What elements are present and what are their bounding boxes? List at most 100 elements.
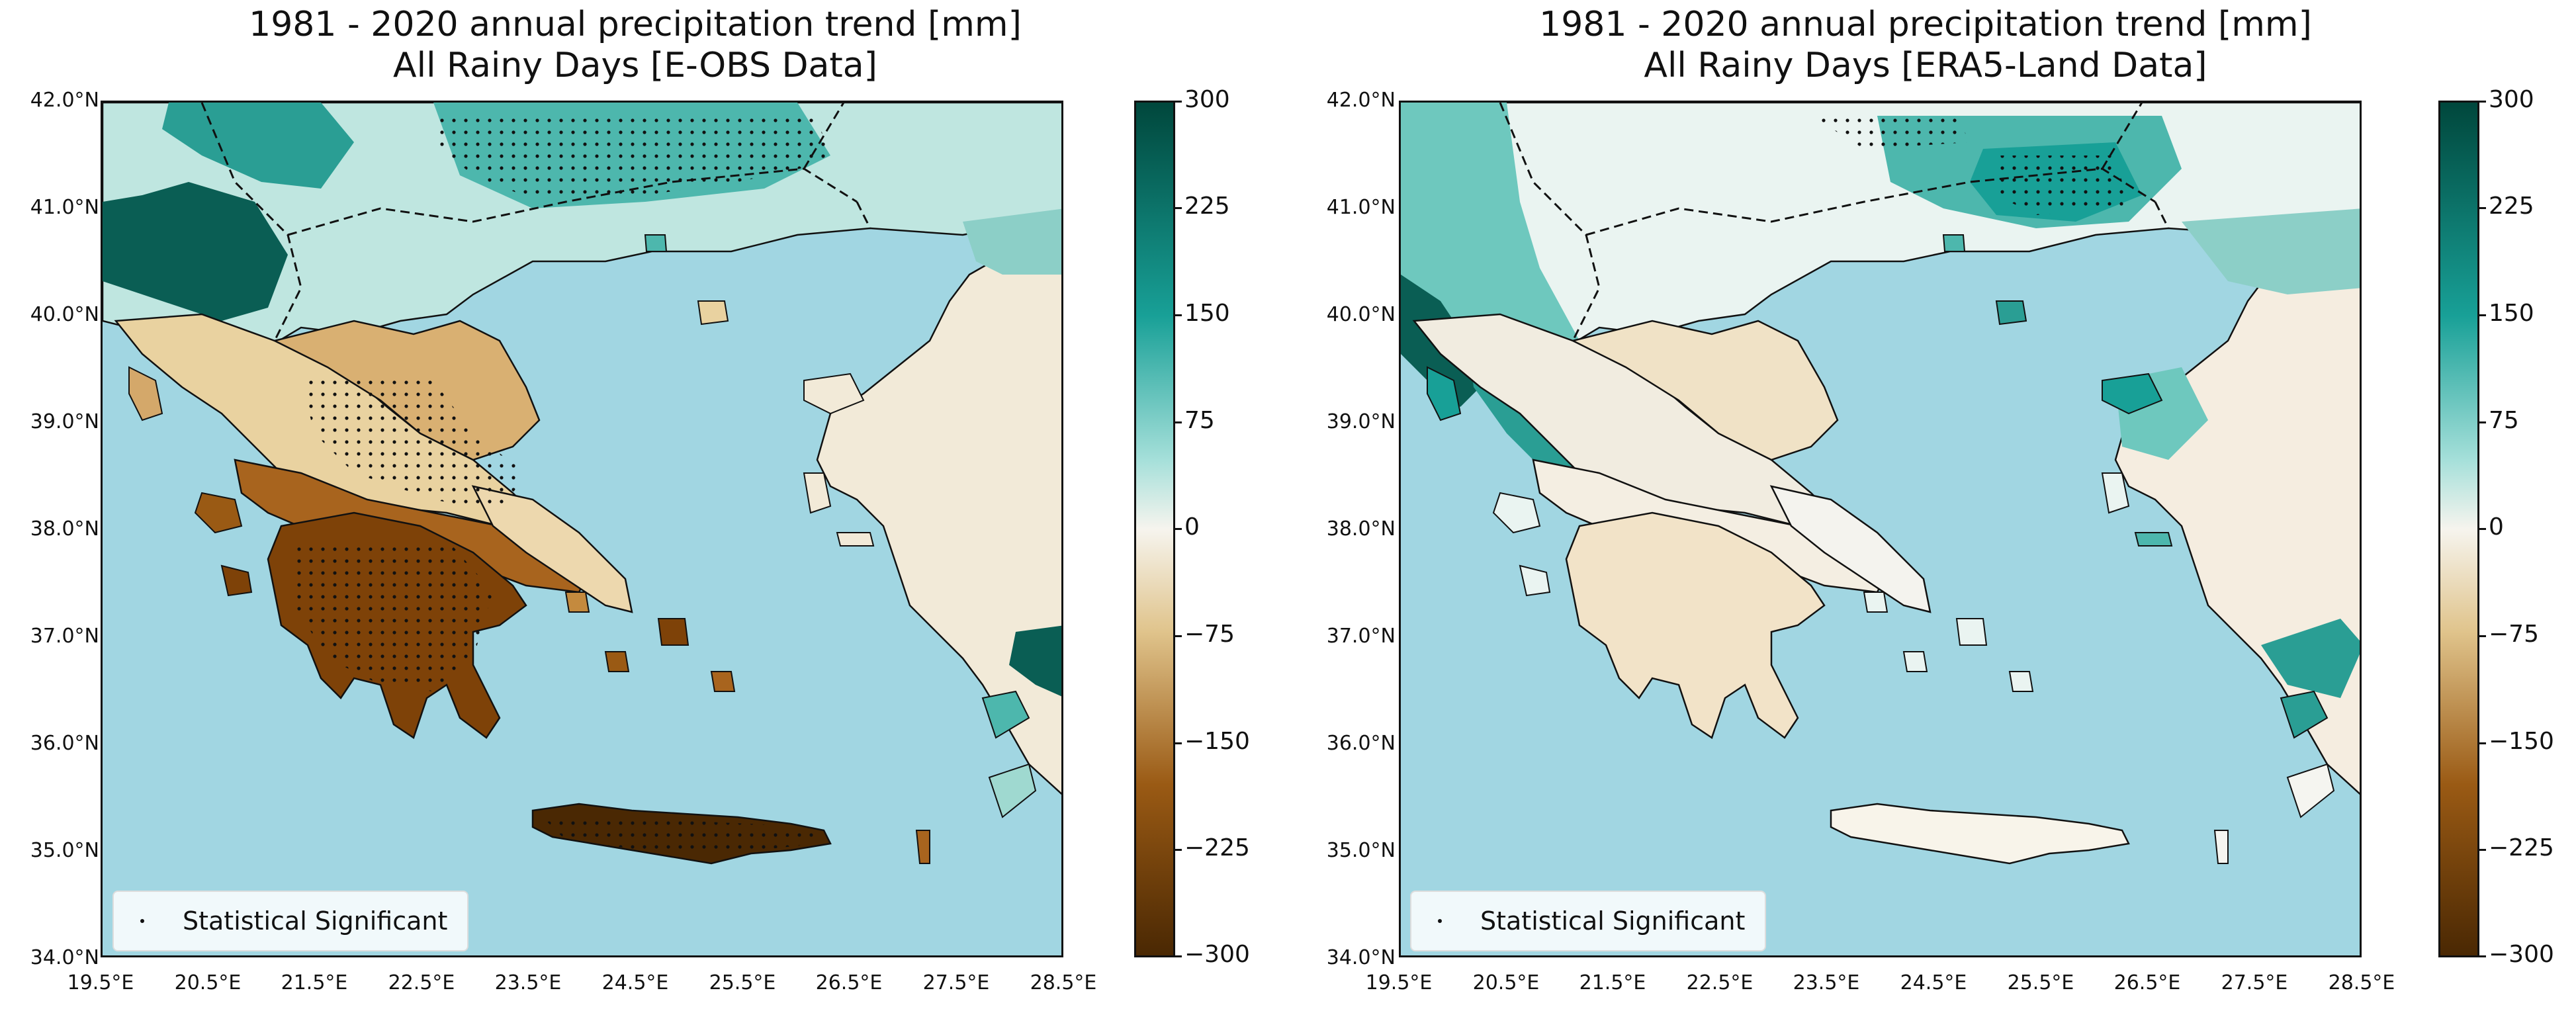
right-lon-9: 28.5°E: [2328, 971, 2395, 994]
left-lat-0: 42.0°N: [30, 89, 99, 112]
left-lon-7: 26.5°E: [815, 971, 883, 994]
left-lat-2: 40.0°N: [30, 303, 99, 326]
right-lon-3: 22.5°E: [1686, 971, 1754, 994]
left-samos: [836, 532, 875, 547]
left-kefalonia: [194, 492, 243, 534]
right-cyclades-3: [2008, 671, 2034, 692]
left-sig-peloponnese: [294, 539, 493, 691]
left-lesvos: [803, 373, 865, 415]
right-map-svg: [1401, 103, 2360, 865]
right-samos: [2134, 532, 2173, 547]
right-borders: [1499, 103, 2170, 341]
left-cbar-tick-3: 75: [1184, 407, 1215, 434]
left-lemnos: [697, 300, 729, 326]
right-lon-8: 27.5°E: [2221, 971, 2288, 994]
right-turkey: [2114, 216, 2360, 795]
left-cbar-tickmark-7: [1175, 849, 1182, 851]
right-lon-0: 19.5°E: [1365, 971, 1433, 994]
left-cbar-tick-7: −225: [1184, 834, 1250, 861]
left-cyclades-1: [604, 651, 630, 672]
left-cbar-tickmark-8: [1175, 955, 1182, 957]
right-cbar-tick-6: −150: [2489, 728, 2554, 755]
right-lat-5: 37.0°N: [1326, 625, 1396, 648]
left-albania-wet: [103, 182, 288, 321]
right-map: [1399, 101, 2362, 957]
right-cbar-tickmark-2: [2479, 314, 2486, 316]
left-rhodes: [988, 763, 1037, 818]
left-evia-island: [471, 485, 633, 613]
right-cbar-tickmark-6: [2479, 742, 2486, 744]
left-lon-9: 28.5°E: [1030, 971, 1097, 994]
right-dodecanese: [2280, 690, 2329, 739]
right-cbar-tick-4: 0: [2489, 513, 2504, 541]
left-cbar-tick-5: −75: [1184, 621, 1235, 648]
right-lat-3: 39.0°N: [1326, 410, 1396, 433]
right-chios: [2101, 472, 2130, 514]
right-cbar-tick-0: 300: [2489, 86, 2534, 113]
left-colorbar: [1134, 101, 1175, 957]
right-turkey-southwest: [2261, 619, 2360, 698]
right-cyclades-1: [1902, 651, 1928, 672]
left-lat-5: 37.0°N: [30, 625, 99, 648]
right-lemnos: [1995, 300, 2027, 326]
left-legend-dot-icon: [140, 919, 144, 923]
right-title-line1: 1981 - 2020 annual precipitation trend […: [1539, 5, 2312, 44]
right-lon-7: 26.5°E: [2113, 971, 2181, 994]
right-zakynthos: [1519, 564, 1551, 597]
left-cbar-tickmark-3: [1175, 421, 1182, 423]
left-cyclades-2: [657, 618, 689, 646]
right-cbar-tick-1: 225: [2489, 193, 2534, 220]
right-lat-8: 34.0°N: [1326, 946, 1396, 969]
right-cbar-tickmark-8: [2479, 955, 2486, 957]
right-crete: [1830, 803, 2130, 865]
right-cbar-tickmark-1: [2479, 207, 2486, 209]
left-cbar-tickmark-0: [1175, 101, 1182, 103]
left-cbar-tick-4: 0: [1184, 513, 1200, 541]
right-sig-thrace: [1811, 116, 1970, 149]
left-cbar-tickmark-2: [1175, 314, 1182, 316]
left-lon-3: 22.5°E: [388, 971, 455, 994]
left-corfu: [128, 366, 163, 421]
right-cbar-tick-8: −300: [2489, 941, 2554, 968]
left-zakynthos: [220, 564, 253, 597]
right-turkey-north: [2182, 208, 2360, 294]
left-legend-label: Statistical Significant: [183, 906, 448, 936]
left-map-svg: [103, 103, 1061, 865]
right-cbar-tickmark-0: [2479, 101, 2486, 103]
right-lat-6: 36.0°N: [1326, 732, 1396, 755]
right-cbar-tick-3: 75: [2489, 407, 2519, 434]
right-cbar-tickmark-7: [2479, 849, 2486, 851]
right-legend-dot-icon: [1438, 919, 1442, 923]
right-panel: 1981 - 2020 annual precipitation trend […: [1288, 0, 2576, 1009]
left-lon-1: 20.5°E: [174, 971, 242, 994]
right-lon-6: 25.5°E: [2007, 971, 2074, 994]
left-cbar-tick-0: 300: [1184, 86, 1230, 113]
left-cbar-tick-1: 225: [1184, 193, 1230, 220]
right-colorbar: [2438, 101, 2479, 957]
left-cbar-tickmark-1: [1175, 207, 1182, 209]
left-cbar-tickmark-4: [1175, 528, 1182, 530]
right-cbar-tick-7: −225: [2489, 834, 2554, 861]
left-lat-4: 38.0°N: [30, 517, 99, 541]
right-karpathos: [2213, 830, 2229, 864]
left-lat-6: 36.0°N: [30, 732, 99, 755]
right-lon-2: 21.5°E: [1579, 971, 1646, 994]
right-lat-0: 42.0°N: [1326, 89, 1396, 112]
left-cbar-tick-8: −300: [1184, 941, 1250, 968]
right-cbar-tickmark-3: [2479, 421, 2486, 423]
left-cbar-tickmark-5: [1175, 635, 1182, 637]
right-evia-island: [1769, 485, 1932, 613]
right-lat-2: 40.0°N: [1326, 303, 1396, 326]
left-sig-central: [301, 380, 526, 513]
right-lat-7: 35.0°N: [1326, 839, 1396, 862]
left-sig-north: [433, 116, 830, 202]
left-borders: [200, 103, 871, 341]
right-thessaly-land: [1570, 320, 1839, 461]
left-lon-5: 24.5°E: [601, 971, 669, 994]
left-lon-0: 19.5°E: [67, 971, 134, 994]
right-lat-1: 41.0°N: [1326, 196, 1396, 219]
left-cbar-tick-6: −150: [1184, 728, 1250, 755]
left-lon-8: 27.5°E: [922, 971, 990, 994]
right-thasos: [1942, 234, 1966, 252]
right-cbar-tick-5: −75: [2489, 621, 2539, 648]
